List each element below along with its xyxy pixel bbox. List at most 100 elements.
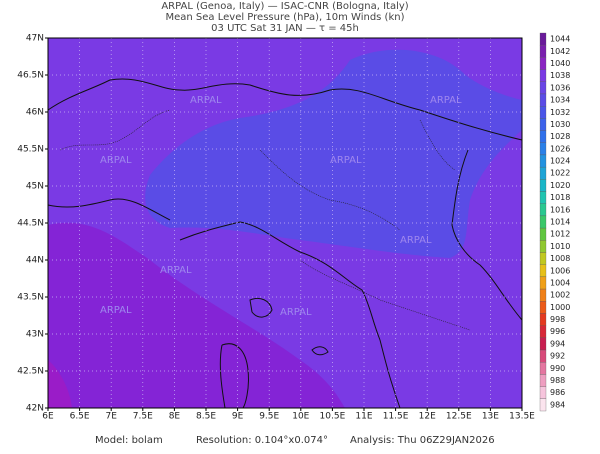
watermark: ARPAL: [160, 265, 192, 276]
colorbar-label: 996: [550, 327, 565, 336]
colorbar-swatch: [539, 288, 547, 302]
watermark: ARPAL: [100, 305, 132, 316]
lat-label: 43.5N: [17, 293, 44, 303]
header-line: Mean Sea Level Pressure (hPa), 10m Winds…: [166, 12, 405, 23]
colorbar-label: 998: [550, 315, 565, 324]
grid: ARPAL ARPAL ARPAL ARPAL ARPAL ARPAL ARPAL ARPAL: [48, 38, 522, 408]
colorbar-swatch: [539, 179, 547, 192]
lat-label: 47N: [26, 34, 44, 44]
colorbar-swatch: [539, 154, 547, 168]
colorbar-label: 1034: [550, 96, 570, 105]
colorbar-label: 1002: [550, 291, 570, 300]
colorbar-label: 1038: [550, 71, 570, 80]
colorbar-swatch: [539, 45, 547, 58]
colorbar-label: 1030: [550, 120, 570, 129]
watermark: ARPAL: [330, 155, 362, 166]
colorbar-swatch: [539, 69, 547, 82]
colorbar-label: 1026: [550, 144, 570, 153]
colorbar-swatch: [539, 313, 547, 326]
lat-label: 42N: [26, 404, 44, 414]
lon-label: 9.5E: [259, 412, 279, 422]
colorbar-swatch: [539, 203, 547, 217]
lat-label: 45N: [26, 182, 44, 192]
lon-label: 13E: [482, 412, 499, 422]
colorbar-swatch: [539, 264, 547, 278]
colorbar-swatch: [539, 191, 547, 204]
colorbar-label: 1010: [550, 242, 570, 251]
colorbar-label: 1024: [550, 157, 570, 166]
lon-label: 11.5E: [383, 412, 409, 422]
watermark: ARPAL: [190, 95, 222, 106]
lat-label: 44N: [26, 256, 44, 266]
colorbar-label: 1006: [550, 266, 570, 275]
colorbar-label: 1012: [550, 230, 570, 239]
colorbar-swatch: [539, 227, 547, 241]
watermark: ARPAL: [400, 235, 432, 246]
lon-label: 6E: [42, 412, 54, 422]
lon-label: 11E: [355, 412, 372, 422]
colorbar-swatch: [539, 349, 547, 363]
high-pressure-area: [145, 49, 522, 258]
colorbar-label: 1042: [550, 47, 570, 56]
colorbar-swatch: [539, 362, 547, 375]
colorbar-swatch: [539, 215, 547, 229]
watermark: ARPAL: [280, 307, 312, 318]
lat-label: 45.5N: [17, 145, 44, 155]
colorbar-label: 1028: [550, 132, 570, 141]
colorbar-swatch: [539, 57, 547, 70]
lat-label: 44.5N: [17, 219, 44, 229]
borders: [59, 109, 471, 331]
lat-label: 46.5N: [17, 71, 44, 81]
colorbar-swatch: [539, 398, 547, 412]
header-line: 03 UTC Sat 31 JAN — τ = 45h: [211, 23, 359, 34]
colorbar-swatch: [539, 374, 547, 387]
colorbar-label: 1040: [550, 59, 570, 68]
colorbar-label: 1016: [550, 205, 570, 214]
colorbar-label: 1022: [550, 169, 570, 178]
colorbar-swatch: [539, 32, 547, 46]
colorbar-label: 994: [550, 339, 565, 348]
colorbar-swatch: [539, 118, 547, 131]
colorbar-label: 1004: [550, 278, 570, 287]
colorbar: 1044 1042 1040 1038 1036 1034 1032 1030 1028 1026…: [539, 32, 570, 412]
lat-label: 46N: [26, 108, 44, 118]
coastlines: [47, 78, 523, 409]
colorbar-label: 1032: [550, 108, 570, 117]
watermark: ARPAL: [430, 95, 462, 106]
footer-resolution: Resolution: 0.104°x0.074°: [196, 435, 328, 446]
lon-label: 10E: [292, 412, 309, 422]
colorbar-label: 1018: [550, 193, 570, 202]
lon-label: 8E: [169, 412, 181, 422]
colorbar-swatch: [539, 240, 547, 253]
colorbar-swatch: [539, 93, 547, 107]
colorbar-swatch: [539, 142, 547, 156]
lon-label: 9E: [232, 412, 244, 422]
colorbar-swatch: [539, 106, 547, 119]
colorbar-label: 1014: [550, 218, 570, 227]
colorbar-label: 1044: [550, 35, 570, 44]
lon-label: 12.5E: [446, 412, 472, 422]
colorbar-label: 1008: [550, 254, 570, 263]
colorbar-label: 1036: [550, 83, 570, 92]
footer-model: Model: bolam: [95, 435, 163, 446]
colorbar-swatch: [539, 276, 547, 290]
footer-analysis: Analysis: Thu 06Z29JAN2026: [350, 435, 495, 446]
colorbar-swatch: [539, 325, 547, 338]
lat-label: 43N: [26, 330, 44, 340]
low-pressure-area: [48, 222, 345, 408]
colorbar-label: 986: [550, 388, 565, 397]
map-area: ARPAL ARPAL ARPAL ARPAL ARPAL ARPAL ARPAL ARPAL: [47, 37, 523, 409]
colorbar-swatch: [539, 337, 547, 351]
lon-label: 10.5E: [320, 412, 346, 422]
colorbar-label: 988: [550, 376, 565, 385]
colorbar-label: 990: [550, 364, 565, 373]
colorbar-swatch: [539, 301, 547, 314]
lon-label: 7.5E: [133, 412, 153, 422]
lon-label: 7E: [105, 412, 117, 422]
lon-label: 12E: [419, 412, 436, 422]
lon-label: 13.5E: [509, 412, 535, 422]
colorbar-swatch: [539, 386, 547, 399]
colorbar-swatch: [539, 166, 547, 180]
colorbar-swatch: [539, 130, 547, 143]
